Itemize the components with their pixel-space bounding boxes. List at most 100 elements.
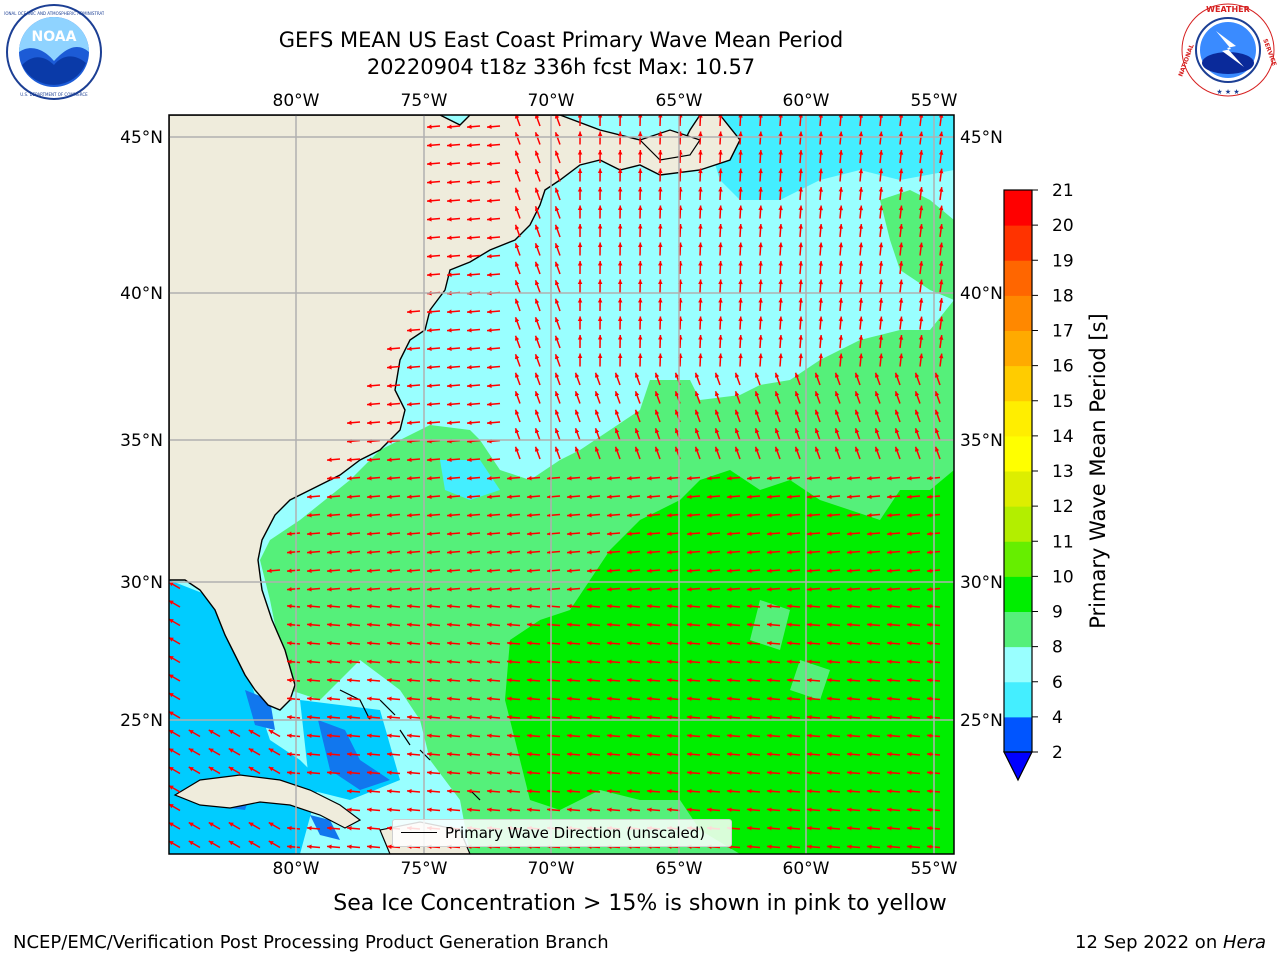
wave-arrow-head [727,807,732,813]
wave-arrow-head [427,807,432,813]
wave-arrow-head [607,714,612,720]
wave-arrow-head [754,372,760,378]
wave-arrow-head [738,168,743,174]
wave-arrow-head [487,475,492,481]
wave-arrow-head [878,316,884,322]
wave-arrow-head [387,475,392,481]
wave-arrow-head [887,494,892,500]
wave-arrow-head [918,242,924,248]
wave-arrow-head [827,751,832,757]
wave-arrow-head [567,659,572,665]
wave-arrow-head [914,391,920,397]
wave-arrow-head [918,150,924,155]
wave-arrow-head [347,825,352,831]
colorbar-tick-label: 11 [1052,532,1074,552]
wave-arrow-head [687,512,692,518]
wave-arrow-head [594,372,600,378]
wave-arrow-head [347,807,352,813]
wave-arrow-head [927,696,932,702]
wave-arrow-head [767,770,772,776]
wave-arrow-head [427,327,432,333]
wave-arrow-head [767,677,772,683]
wave-arrow-head [617,205,623,211]
wave-arrow-head [307,512,312,518]
wave-arrow-head [667,475,672,481]
wave-arrow-head [387,770,392,776]
wave-arrow-head [647,586,652,592]
wave-arrow-head [527,531,532,537]
wave-arrow-head [527,659,532,665]
wave-arrow-head [467,253,472,259]
wave-arrow-head [228,822,234,827]
wave-arrow-head [527,751,532,757]
wave-arrow-head [867,825,872,831]
wave-arrow-head [818,168,824,174]
wave-arrow-head [907,586,912,592]
wave-arrow-head [527,807,532,813]
wave-arrow-head [514,354,520,360]
wave-arrow-head [654,372,660,378]
wave-arrow-head [794,391,800,397]
wave-arrow-head [827,788,832,794]
wave-arrow-head [658,316,663,322]
wave-arrow-head [467,216,472,222]
wave-arrow-head [577,131,583,136]
wave-arrow-head [707,512,712,518]
colorbar-under-triangle [1003,751,1033,782]
wave-arrow-head [747,677,752,683]
wave-arrow-head [907,751,912,757]
lat-tick-right-45n: 45°N [960,128,1003,148]
wave-arrow-head [507,714,512,720]
wave-arrow-head [574,391,580,397]
wave-arrow-head [307,733,312,739]
wave-arrow-head [467,788,472,794]
wave-arrow-head [169,600,174,605]
colorbar-tick-label: 19 [1052,251,1074,271]
colorbar-tick-label: 20 [1052,216,1074,236]
wave-arrow-head [647,770,652,776]
wave-arrow-head [447,568,452,574]
wave-arrow-head [927,844,932,850]
wave-arrow-head [467,696,472,702]
wave-arrow-head [567,807,572,813]
wave-arrow-head [898,224,904,229]
wave-arrow-head [914,409,920,415]
wave-arrow-head [807,659,812,665]
wave-arrow-head [867,549,872,555]
wave-arrow-head [898,205,904,211]
wave-arrow-head [447,124,452,130]
wave-arrow-head [188,822,194,827]
wave-arrow-head [287,751,292,757]
wave-arrow-head [637,150,643,155]
wave-arrow-head [887,714,892,720]
wave-arrow-head [287,825,292,831]
chart-title: GEFS MEAN US East Coast Primary Wave Mea… [278,28,844,52]
wave-arrow-head [907,549,912,555]
wave-arrow-head [467,586,472,592]
wave-arrow-head [647,549,652,555]
wave-arrow-head [847,696,852,702]
wave-arrow-head [287,549,292,555]
islands-bahamas [339,689,481,801]
wave-arrow-head [347,696,352,702]
wave-arrow-head [487,272,492,278]
wave-arrow-head [447,659,452,665]
wave-arrow-head [758,316,763,322]
wave-arrow-head [658,298,663,303]
wave-arrow-head [387,807,392,813]
wave-arrow-head [487,549,492,555]
wave-arrow-head [554,298,560,304]
colorbar-segment [1004,295,1032,331]
wave-arrow-head [778,205,783,211]
wave-arrow-head [607,549,612,555]
wave-arrow-head [367,586,372,592]
wave-arrow-head [287,696,292,702]
wave-arrow-head [827,512,832,518]
wave-arrow-head [687,640,692,646]
wave-arrow-head [407,677,412,683]
wave-arrow-head [534,169,540,175]
wave-arrow-head [738,298,743,303]
wave-arrow-head [707,568,712,574]
wave-arrow-head [487,346,492,352]
wave-arrow-head [387,494,392,500]
